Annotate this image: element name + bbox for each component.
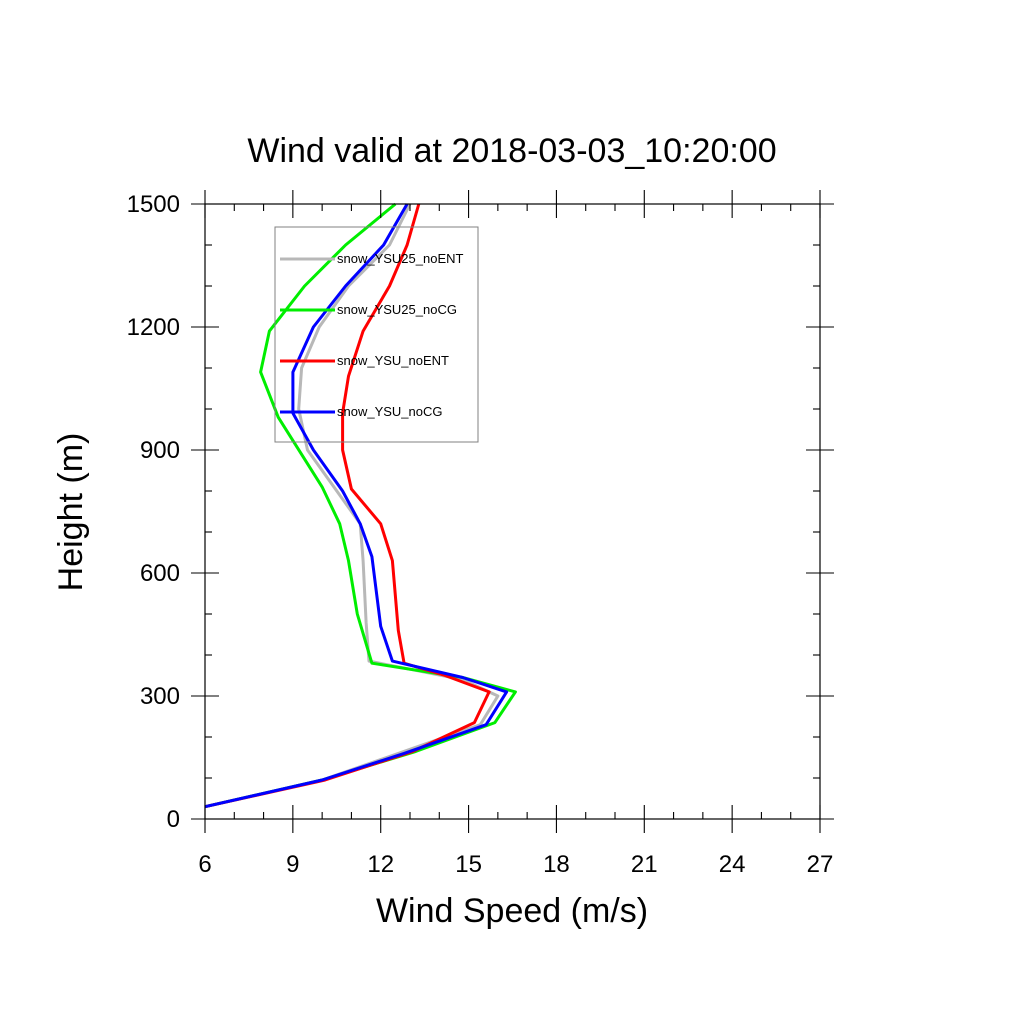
y-tick-label: 1200 (127, 314, 180, 341)
y-tick-label: 900 (140, 437, 180, 464)
y-tick-label: 600 (140, 560, 180, 587)
y-tick-label: 1500 (127, 191, 180, 218)
y-tick-label: 0 (167, 806, 180, 833)
legend: snow_YSU25_noENT snow_YSU25_noCG snow_YSU_… (274, 226, 479, 443)
legend-label-4: snow_YSU_noCG (337, 404, 443, 419)
x-tick-label: 24 (719, 851, 746, 878)
plot-frame (204, 203, 821, 820)
series-layer (204, 202, 517, 809)
legend-box (274, 226, 479, 443)
y-tick-label: 300 (140, 683, 180, 710)
x-tick-label: 21 (631, 851, 658, 878)
series-line-2 (204, 202, 517, 809)
x-tick-label: 6 (198, 851, 211, 878)
legend-label-2: snow_YSU25_noCG (337, 302, 457, 317)
x-tick-label: 9 (286, 851, 299, 878)
x-tick-label: 27 (807, 851, 834, 878)
x-tick-label: 12 (367, 851, 394, 878)
x-tick-label: 18 (543, 851, 570, 878)
x-axis-label: Wind Speed (m/s) (376, 892, 648, 930)
x-tick-label: 15 (455, 851, 482, 878)
y-axis-label: Height (m) (52, 433, 90, 592)
series-line-1 (204, 203, 500, 809)
legend-label-3: snow_YSU_noENT (337, 353, 449, 368)
chart-title: Wind valid at 2018-03-03_10:20:00 (247, 132, 776, 170)
series-line-3 (204, 203, 491, 809)
series-line-4 (204, 203, 509, 809)
ticks-layer: 6 9 12 15 18 21 24 27 0 300 600 900 1200 1500 (127, 190, 834, 878)
legend-label-1: snow_YSU25_noENT (337, 251, 464, 266)
